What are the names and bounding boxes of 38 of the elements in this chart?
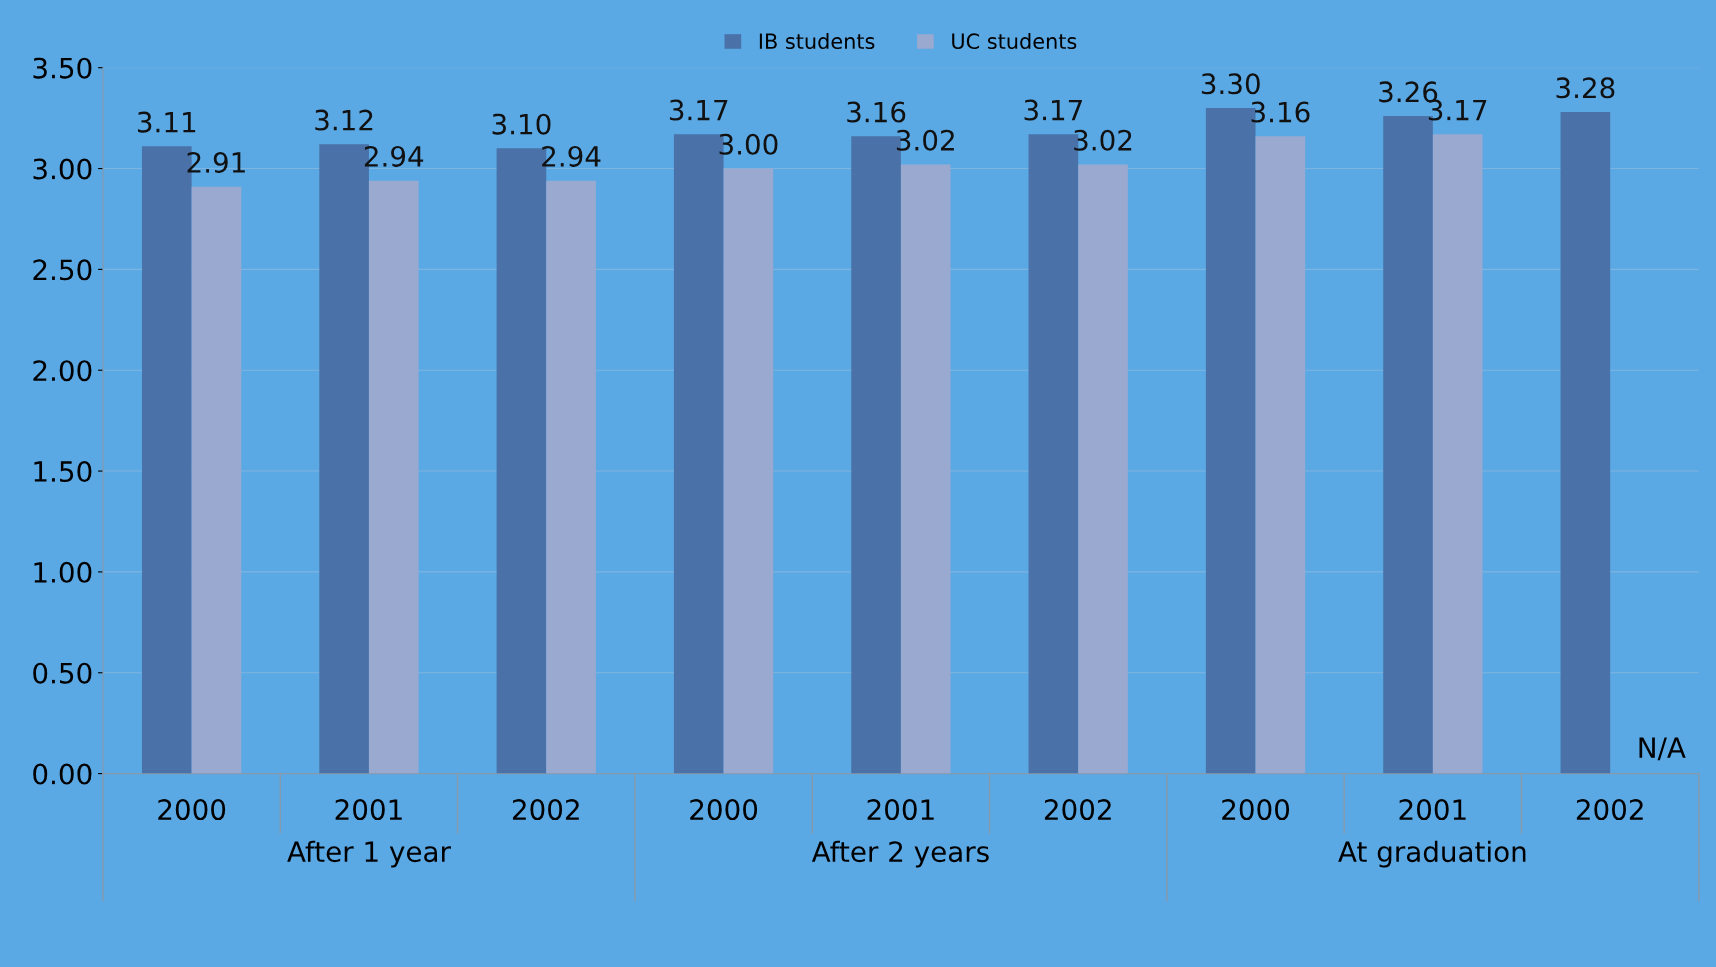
data-label: 3.11: [137, 111, 196, 133]
data-label: 2.94: [364, 145, 424, 167]
data-label: 3.30: [1201, 73, 1260, 95]
x-tick-label: 2002: [512, 799, 579, 821]
x-tick-label: 2001: [1399, 799, 1466, 821]
data-label: 3.17: [1024, 99, 1082, 121]
text: At graduation: [1338, 840, 1526, 868]
text: After 2 years: [811, 840, 989, 868]
annotation: N/A: [1639, 737, 1686, 761]
x-tick-label: 2001: [867, 799, 934, 821]
x-tick-label: 2001: [335, 799, 402, 821]
y-tick-label: 2.00: [33, 360, 92, 382]
x-tick-label: 2002: [1576, 799, 1643, 821]
data-label: 2.94: [542, 145, 601, 167]
data-label: 2.91: [187, 151, 245, 173]
legend-label: UC students: [952, 32, 1077, 50]
y-tick-label: 0.00: [33, 763, 92, 785]
data-label: 3.00: [719, 133, 778, 155]
data-label: 3.16: [847, 101, 906, 123]
data-label: 3.12: [315, 109, 373, 131]
data-label: 3.17: [669, 99, 728, 121]
data-label: 3.02: [1074, 129, 1132, 151]
data-label: 3.02: [896, 129, 954, 151]
y-tick-label: 3.00: [33, 158, 92, 180]
text: After 1 year: [287, 840, 451, 868]
x-tick-label: 2002: [1044, 799, 1111, 821]
x-tick-label: 2000: [690, 799, 758, 821]
data-label: 3.10: [492, 113, 551, 135]
x-tick-label: 2000: [158, 799, 226, 821]
y-tick-label: 3.50: [33, 57, 92, 79]
y-tick-label: 0.50: [33, 662, 92, 684]
y-tick-label: 2.50: [33, 259, 92, 281]
x-tick-label: 2000: [1222, 799, 1290, 821]
y-tick-label: 1.00: [34, 561, 92, 583]
data-label: 3.28: [1556, 77, 1615, 99]
data-label: 3.16: [1251, 101, 1310, 123]
legend-label: IB students: [759, 32, 875, 50]
y-tick-label: 1.50: [34, 461, 92, 483]
